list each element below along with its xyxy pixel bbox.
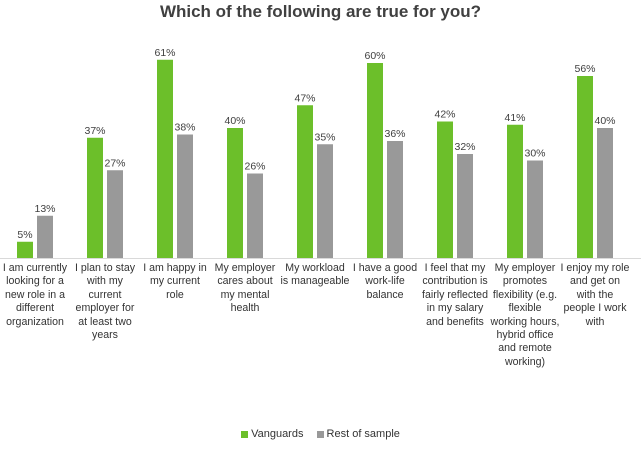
bar-rest-of-sample-6: [457, 154, 473, 258]
bar-vanguards-0: [17, 241, 33, 258]
chart-title: Which of the following are true for you?: [159, 2, 482, 21]
category-label-3: My employer cares about my mental health: [214, 262, 276, 315]
data-label-rest-of-sample-5: 36%: [384, 128, 405, 140]
data-label-vanguards-3: 40%: [224, 115, 245, 127]
category-label-1: I plan to stay with my current employer …: [74, 262, 136, 342]
legend-label-rest-of-sample: Rest of sample: [326, 428, 400, 440]
category-label-5: I have a good work-life balance: [352, 262, 418, 301]
data-label-rest-of-sample-3: 26%: [244, 161, 265, 173]
category-label-6: I feel that my contribution is fairly re…: [422, 262, 488, 328]
data-label-vanguards-7: 41%: [504, 112, 525, 124]
legend-item-vanguards: Vanguards: [241, 428, 303, 440]
bar-rest-of-sample-0: [37, 215, 53, 258]
data-label-vanguards-4: 47%: [294, 92, 315, 104]
bar-rest-of-sample-4: [317, 144, 333, 258]
data-label-rest-of-sample-7: 30%: [524, 148, 545, 160]
bar-vanguards-4: [297, 105, 313, 258]
data-label-vanguards-1: 37%: [84, 125, 105, 137]
category-label-4: My workload is manageable: [280, 262, 350, 288]
data-label-rest-of-sample-4: 35%: [314, 131, 335, 143]
legend-swatch-vanguards: [241, 430, 249, 438]
bar-vanguards-5: [367, 63, 383, 258]
data-label-vanguards-8: 56%: [574, 63, 595, 75]
bar-vanguards-6: [437, 121, 453, 258]
bar-rest-of-sample-7: [527, 160, 543, 258]
category-label-8: I enjoy my role and get on with the peop…: [560, 262, 630, 328]
bar-vanguards-8: [577, 76, 593, 258]
legend-label-vanguards: Vanguards: [251, 428, 304, 440]
bar-vanguards-7: [507, 124, 523, 258]
category-label-7: My employer promotes flexibility (e.g. f…: [490, 262, 560, 368]
data-label-vanguards-5: 60%: [364, 50, 385, 62]
data-label-vanguards-0: 5%: [17, 229, 32, 241]
bar-rest-of-sample-2: [177, 134, 193, 258]
data-label-rest-of-sample-8: 40%: [594, 115, 615, 127]
bar-rest-of-sample-1: [107, 170, 123, 258]
data-label-rest-of-sample-0: 13%: [34, 203, 55, 215]
legend-swatch-rest-of-sample: [316, 430, 324, 438]
bar-vanguards-3: [227, 128, 243, 258]
category-label-0: I am currently looking for a new role in…: [2, 262, 68, 328]
bar-rest-of-sample-5: [387, 141, 403, 258]
bar-vanguards-2: [157, 59, 173, 258]
legend-item-rest-of-sample: Rest of sample: [316, 428, 400, 440]
data-label-rest-of-sample-2: 38%: [174, 122, 195, 134]
data-label-vanguards-6: 42%: [434, 109, 455, 121]
bar-rest-of-sample-8: [597, 128, 613, 258]
category-label-2: I am happy in my current role: [143, 262, 207, 301]
data-label-rest-of-sample-6: 32%: [454, 141, 475, 153]
bar-vanguards-1: [87, 137, 103, 258]
data-label-rest-of-sample-1: 27%: [104, 157, 125, 169]
data-label-vanguards-2: 61%: [154, 47, 175, 59]
legend: Vanguards Rest of sample: [0, 428, 641, 440]
bar-rest-of-sample-3: [247, 173, 263, 258]
